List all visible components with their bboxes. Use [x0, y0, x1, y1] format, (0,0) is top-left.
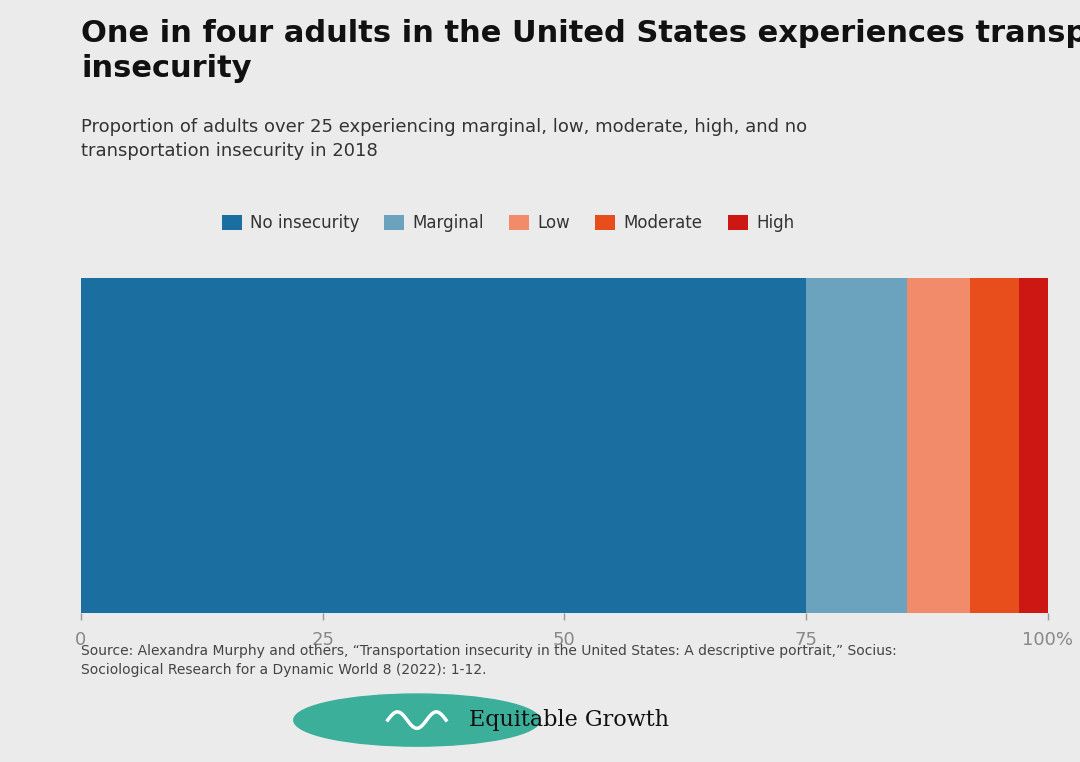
Text: One in four adults in the United States experiences transportation
insecurity: One in four adults in the United States …: [81, 19, 1080, 83]
Text: Proportion of adults over 25 experiencing marginal, low, moderate, high, and no
: Proportion of adults over 25 experiencin…: [81, 118, 807, 160]
Legend: No insecurity, Marginal, Low, Moderate, High: No insecurity, Marginal, Low, Moderate, …: [215, 207, 801, 239]
Bar: [970, 278, 1018, 613]
Bar: [1018, 278, 1048, 613]
Bar: [81, 278, 806, 613]
Bar: [907, 278, 970, 613]
Bar: [806, 278, 907, 613]
Text: Equitable Growth: Equitable Growth: [469, 709, 669, 731]
Text: Source: Alexandra Murphy and others, “Transportation insecurity in the United St: Source: Alexandra Murphy and others, “Tr…: [81, 644, 896, 677]
Circle shape: [294, 694, 540, 746]
